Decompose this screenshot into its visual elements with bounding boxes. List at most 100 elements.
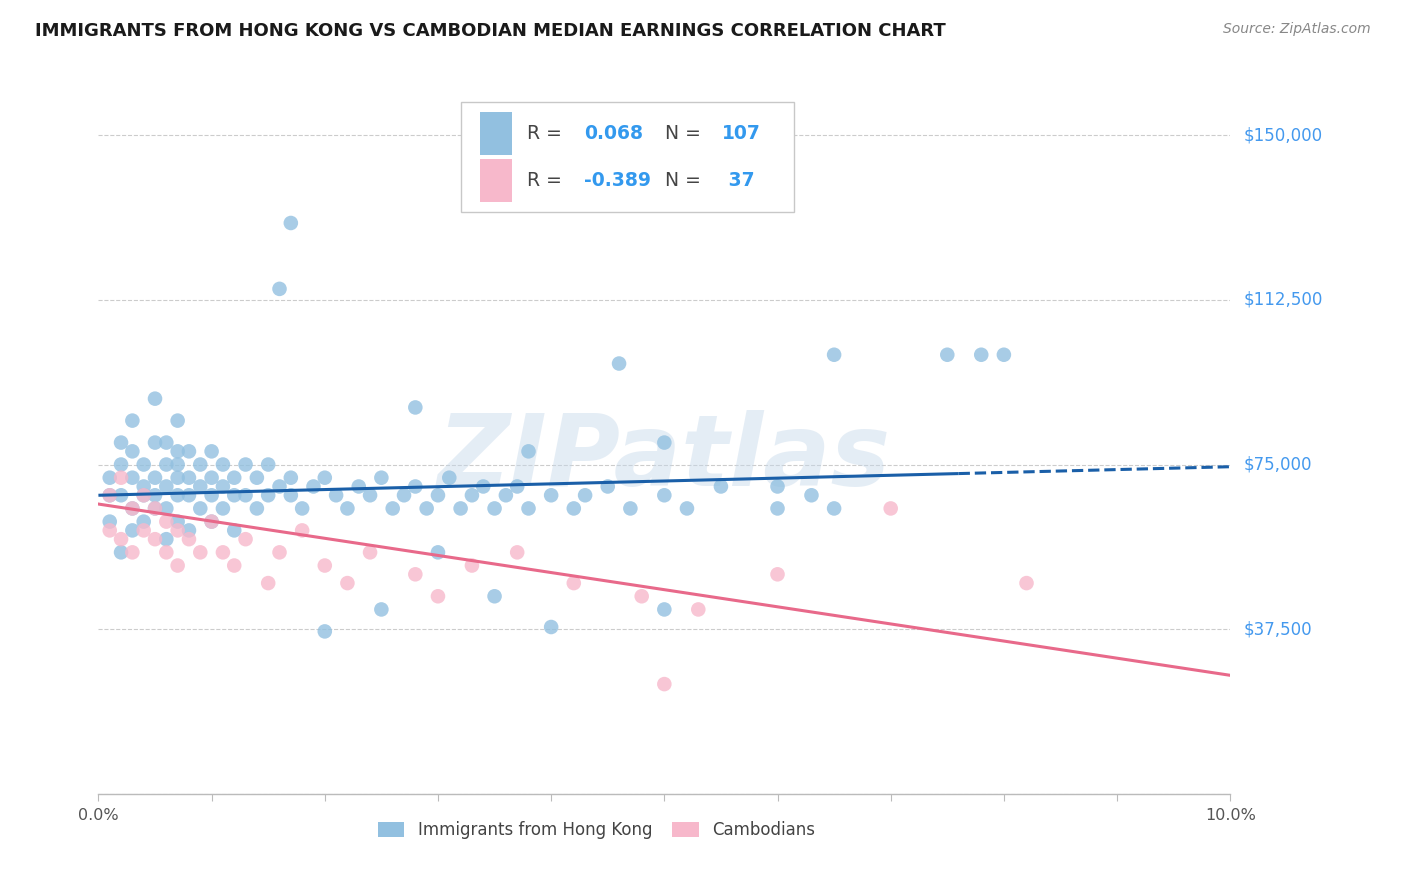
Point — [314, 471, 336, 485]
Point — [347, 479, 370, 493]
Text: $150,000: $150,000 — [1244, 126, 1323, 145]
Point — [155, 458, 177, 472]
Point — [155, 479, 177, 493]
Point — [121, 501, 143, 516]
Point — [155, 515, 177, 529]
Point — [314, 558, 336, 573]
Point — [359, 545, 381, 559]
Point — [766, 479, 789, 493]
Text: 0.068: 0.068 — [583, 124, 643, 144]
Point — [381, 501, 404, 516]
Point — [166, 524, 188, 538]
Point — [880, 501, 903, 516]
Point — [710, 479, 733, 493]
Point — [404, 479, 426, 493]
Point — [121, 545, 143, 559]
Point — [427, 589, 450, 603]
Point — [143, 392, 166, 406]
Point — [166, 414, 188, 428]
Point — [766, 501, 789, 516]
Point — [370, 602, 392, 616]
Point — [121, 444, 143, 458]
Point — [143, 471, 166, 485]
Point — [98, 488, 121, 502]
Point — [540, 488, 562, 502]
Point — [652, 677, 676, 691]
Point — [166, 444, 188, 458]
Text: Source: ZipAtlas.com: Source: ZipAtlas.com — [1223, 22, 1371, 37]
Text: $112,500: $112,500 — [1244, 291, 1323, 309]
Point — [224, 524, 246, 538]
Point — [314, 624, 336, 639]
Point — [166, 488, 188, 502]
Point — [619, 501, 641, 516]
Point — [461, 558, 484, 573]
Text: R =: R = — [527, 124, 562, 144]
Point — [540, 620, 562, 634]
Point — [121, 471, 143, 485]
Point — [188, 501, 211, 516]
Point — [201, 488, 224, 502]
Text: $75,000: $75,000 — [1244, 456, 1312, 474]
Point — [235, 458, 257, 472]
Point — [132, 488, 155, 502]
Point — [201, 444, 224, 458]
Point — [177, 532, 200, 546]
Point — [132, 458, 155, 472]
Point — [155, 545, 177, 559]
Point — [280, 471, 302, 485]
Point — [188, 545, 211, 559]
Point — [450, 501, 472, 516]
Bar — [479, 112, 512, 155]
Point — [461, 488, 484, 502]
Point — [766, 567, 789, 582]
Point — [212, 545, 235, 559]
Point — [132, 524, 155, 538]
Point — [1015, 576, 1038, 591]
Point — [166, 558, 188, 573]
Point — [212, 479, 235, 493]
Point — [676, 501, 699, 516]
Point — [495, 488, 517, 502]
Point — [155, 501, 177, 516]
Point — [132, 515, 155, 529]
Text: 37: 37 — [723, 170, 755, 190]
Point — [121, 524, 143, 538]
Point — [415, 501, 437, 516]
Point — [257, 576, 280, 591]
Point — [201, 515, 224, 529]
Point — [257, 488, 280, 502]
Point — [291, 524, 314, 538]
Point — [427, 488, 450, 502]
Point — [235, 532, 257, 546]
Text: N =: N = — [665, 170, 702, 190]
Point — [132, 479, 155, 493]
Point — [336, 501, 359, 516]
Point — [155, 532, 177, 546]
Point — [302, 479, 325, 493]
Point — [506, 545, 529, 559]
Point — [269, 479, 291, 493]
Bar — [479, 159, 512, 202]
Point — [291, 501, 314, 516]
Point — [224, 558, 246, 573]
Text: 107: 107 — [723, 124, 761, 144]
Point — [630, 589, 652, 603]
Point — [484, 501, 506, 516]
Point — [98, 524, 121, 538]
Point — [201, 471, 224, 485]
Point — [506, 479, 529, 493]
Point — [404, 401, 426, 415]
Point — [562, 576, 585, 591]
Point — [110, 532, 132, 546]
Point — [212, 458, 235, 472]
Point — [439, 471, 461, 485]
Point — [370, 471, 392, 485]
Point — [143, 488, 166, 502]
Point — [98, 488, 121, 502]
Text: -0.389: -0.389 — [583, 170, 651, 190]
FancyBboxPatch shape — [461, 102, 794, 212]
Point — [132, 488, 155, 502]
Point — [257, 458, 280, 472]
Point — [607, 357, 630, 371]
